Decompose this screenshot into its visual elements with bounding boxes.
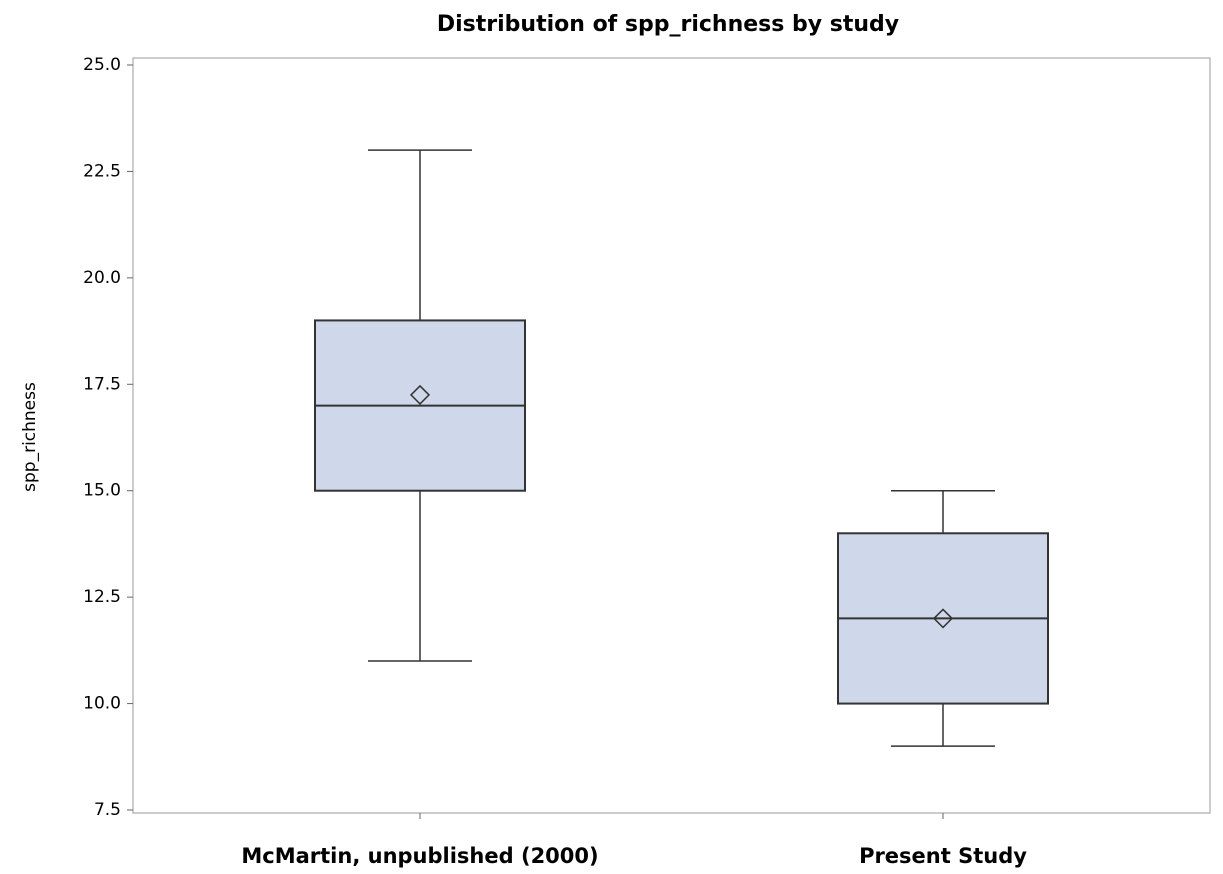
y-tick-label: 22.5 [83,161,121,181]
y-axis-label: spp_richness [20,382,40,492]
y-tick-label: 17.5 [83,374,121,394]
plot-frame [132,57,1211,814]
chart-title: Distribution of spp_richness by study [437,12,899,37]
y-tick-label: 20.0 [83,268,121,288]
mean-marker [409,384,431,405]
x-tick-label: McMartin, unpublished (2000) [241,844,598,868]
y-tick-label: 7.5 [94,800,121,820]
y-tick-label: 10.0 [83,694,121,714]
mean-marker [932,608,954,629]
y-tick-label: 15.0 [83,481,121,501]
y-tick-label: 12.5 [83,587,121,607]
x-tick-label: Present Study [859,844,1027,868]
y-tick-label: 25.0 [83,55,121,75]
